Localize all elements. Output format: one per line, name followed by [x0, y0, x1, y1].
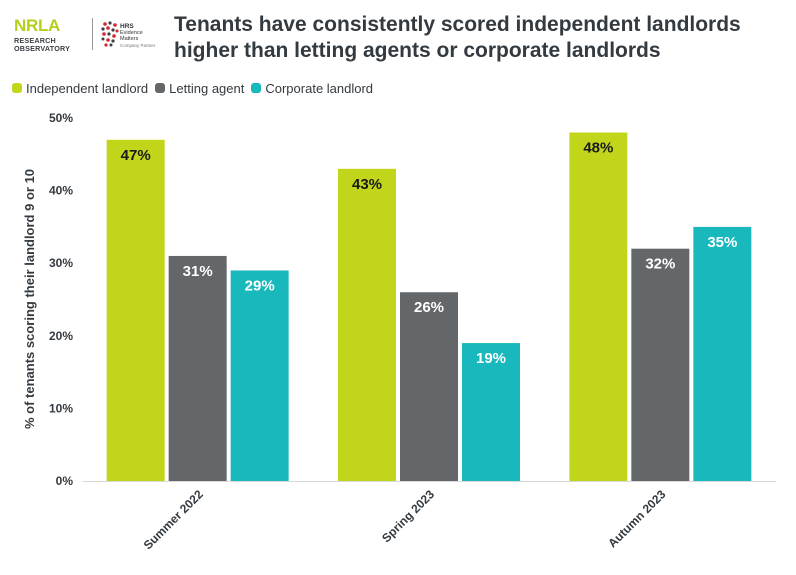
nrla-logo-sub1: RESEARCH: [14, 36, 56, 45]
bar-letting-1: [400, 292, 458, 481]
legend-item-letting: Letting agent: [155, 81, 244, 96]
legend-swatch-independent: [12, 83, 22, 93]
bar-corporate-0: [230, 270, 289, 481]
chart-legend: Independent landlord Letting agent Corpo…: [12, 79, 380, 97]
y-tick-label: 40%: [49, 184, 73, 198]
data-label-letting-1: 26%: [414, 299, 444, 316]
bar-independent-0: [106, 139, 165, 481]
x-axis-tick-labels: Summer 2022 Spring 2023 Autumn 2023: [141, 487, 669, 552]
x-tick-label: Spring 2023: [379, 487, 437, 545]
legend-item-corporate: Corporate landlord: [251, 81, 373, 96]
nrla-logo-sub2: OBSERVATORY: [14, 44, 71, 53]
chart-header: NRLA RESEARCH OBSERVATORY HRS Evidence M…: [0, 0, 796, 72]
chart-title: Tenants have consistently scored indepen…: [174, 13, 741, 62]
bar-corporate-2: [693, 226, 752, 481]
bar-chart: % of tenants scoring their landlord 9 or…: [22, 111, 776, 552]
logo-divider: [92, 18, 93, 50]
data-label-corporate-1: 19%: [476, 350, 506, 367]
bar-series: 47% 31% 29% 43% 26% 19% 48% 32% 35%: [106, 132, 752, 481]
legend-swatch-corporate: [251, 83, 262, 93]
bar-corporate-1: [462, 343, 520, 481]
x-tick-label: Autumn 2023: [605, 487, 668, 550]
data-label-independent-0: 47%: [121, 147, 151, 164]
y-tick-label: 30%: [49, 256, 73, 270]
hrs-logo-mark: HRS: [120, 23, 134, 30]
bar-independent-1: [338, 168, 396, 481]
data-label-independent-1: 43%: [352, 176, 382, 193]
legend-label-corporate: Corporate landlord: [265, 80, 374, 96]
y-axis-ticks: 0% 10% 20% 30% 40% 50%: [49, 111, 73, 488]
data-label-independent-2: 48%: [583, 140, 613, 157]
hrs-logo: HRS Evidence Matters Company Partner: [100, 18, 162, 52]
legend-swatch-letting: [155, 83, 166, 93]
data-label-letting-0: 31%: [183, 263, 213, 280]
nrla-logo: NRLA RESEARCH OBSERVATORY: [14, 16, 84, 54]
legend-label-letting: Letting agent: [169, 80, 245, 96]
hrs-dots-icon: [101, 21, 119, 47]
x-tick-label: Summer 2022: [141, 487, 206, 552]
hrs-logo-line1: Evidence: [120, 30, 143, 36]
bar-independent-2: [569, 132, 628, 481]
data-label-corporate-2: 35%: [707, 234, 737, 251]
bar-letting-0: [168, 255, 227, 481]
y-axis-label: % of tenants scoring their landlord 9 or…: [22, 169, 37, 429]
legend-label-independent: Independent landlord: [26, 80, 149, 96]
nrla-logo-mark: NRLA: [14, 16, 61, 35]
data-label-letting-2: 32%: [645, 256, 675, 273]
legend-item-independent: Independent landlord: [12, 81, 148, 96]
y-tick-label: 50%: [49, 111, 73, 125]
hrs-logo-tag: Company Partner: [120, 43, 156, 48]
bar-letting-2: [631, 248, 690, 481]
data-label-corporate-0: 29%: [245, 277, 275, 294]
y-tick-label: 10%: [49, 401, 73, 415]
hrs-logo-line2: Matters: [120, 36, 139, 42]
y-tick-label: 0%: [56, 474, 74, 488]
y-tick-label: 20%: [49, 329, 73, 343]
